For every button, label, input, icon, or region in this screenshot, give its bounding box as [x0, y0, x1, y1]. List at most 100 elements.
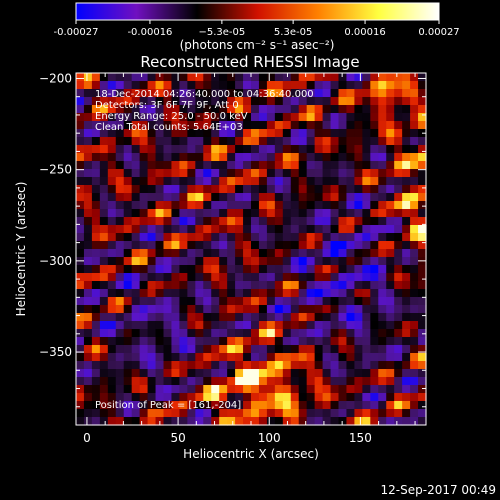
- heatmap-cell: [195, 193, 204, 202]
- heatmap-cell: [91, 305, 101, 314]
- heatmap-cell: [115, 177, 125, 186]
- heatmap-cell: [290, 377, 300, 386]
- heatmap-cell: [155, 297, 165, 306]
- heatmap-cell: [378, 409, 387, 418]
- heatmap-cell: [91, 233, 101, 242]
- heatmap-cell: [219, 265, 228, 274]
- heatmap-cell: [354, 113, 363, 122]
- heatmap-cell: [290, 129, 300, 138]
- heatmap-cell: [266, 97, 276, 106]
- heatmap-cell: [386, 201, 395, 210]
- heatmap-cell: [258, 385, 268, 394]
- heatmap-cell: [274, 329, 284, 338]
- heatmap-cell: [258, 329, 268, 338]
- heatmap-cell: [410, 281, 419, 290]
- heatmap-cell: [76, 369, 85, 378]
- heatmap-cell: [362, 241, 371, 250]
- heatmap-cell: [338, 153, 348, 162]
- heatmap-cell: [330, 385, 340, 394]
- heatmap-cell: [322, 97, 332, 106]
- heatmap-cell: [235, 273, 244, 282]
- heatmap-cell: [378, 273, 387, 282]
- heatmap-cell: [171, 417, 180, 426]
- heatmap-cell: [370, 145, 379, 154]
- heatmap-cell: [410, 193, 419, 202]
- heatmap-cell: [123, 137, 133, 146]
- heatmap-cell: [410, 273, 419, 282]
- y-axis-label: Heliocentric Y (arcsec): [14, 182, 28, 317]
- heatmap-cell: [235, 105, 244, 114]
- heatmap-cell: [338, 289, 348, 298]
- heatmap-cell: [338, 73, 348, 82]
- heatmap-cell: [99, 129, 109, 138]
- heatmap-cell: [410, 105, 419, 114]
- heatmap-cell: [346, 209, 355, 218]
- heatmap-cell: [123, 265, 133, 274]
- heatmap-cell: [227, 337, 236, 346]
- heatmap-cell: [187, 225, 196, 234]
- heatmap-cell: [76, 313, 85, 322]
- heatmap-cell: [131, 353, 141, 362]
- heatmap-cell: [362, 225, 371, 234]
- heatmap-cell: [274, 297, 284, 306]
- heatmap-cell: [330, 265, 340, 274]
- heatmap-cell: [227, 313, 236, 322]
- heatmap-cell: [219, 233, 228, 242]
- heatmap-cell: [83, 73, 93, 82]
- heatmap-cell: [227, 177, 236, 186]
- heatmap-cell: [107, 409, 117, 418]
- heatmap-cell: [155, 265, 165, 274]
- heatmap-cell: [243, 417, 252, 426]
- heatmap-cell: [83, 369, 93, 378]
- heatmap-cell: [338, 249, 348, 258]
- heatmap-cell: [99, 305, 109, 314]
- heatmap-cell: [107, 281, 117, 290]
- colorbar-tick-label: -0.00016: [127, 27, 172, 38]
- heatmap-cell: [354, 153, 363, 162]
- heatmap-cell: [298, 321, 308, 330]
- heatmap-cell: [394, 217, 403, 226]
- heatmap-cell: [322, 209, 332, 218]
- heatmap-cell: [91, 321, 101, 330]
- heatmap-cell: [179, 105, 188, 114]
- heatmap-cell: [219, 73, 228, 82]
- heatmap-cell: [76, 161, 85, 170]
- heatmap-cell: [139, 305, 149, 314]
- heatmap-cell: [274, 321, 284, 330]
- heatmap-cell: [235, 353, 244, 362]
- heatmap-cell: [258, 297, 268, 306]
- heatmap-cell: [322, 153, 332, 162]
- heatmap-cell: [298, 121, 308, 130]
- heatmap-cell: [314, 313, 324, 322]
- heatmap-cell: [338, 393, 348, 402]
- heatmap-cell: [243, 153, 252, 162]
- heatmap-cell: [338, 241, 348, 250]
- heatmap-cell: [362, 169, 371, 178]
- colorbar-tick-label: 0.00027: [418, 27, 459, 38]
- heatmap-cell: [195, 217, 204, 226]
- heatmap-cell: [123, 145, 133, 154]
- heatmap-cell: [386, 313, 395, 322]
- heatmap-cell: [402, 353, 411, 362]
- heatmap-cell: [147, 353, 157, 362]
- heatmap-cell: [251, 385, 260, 394]
- heatmap-cell: [179, 73, 188, 82]
- heatmap-cell: [418, 81, 427, 90]
- heatmap-cell: [163, 153, 173, 162]
- heatmap-cell: [171, 305, 180, 314]
- heatmap-cell: [115, 313, 125, 322]
- heatmap-cell: [370, 257, 379, 266]
- heatmap-cell: [251, 417, 260, 426]
- heatmap-cell: [338, 281, 348, 290]
- heatmap-cell: [290, 369, 300, 378]
- heatmap-cell: [115, 401, 125, 410]
- heatmap-cell: [258, 353, 268, 362]
- heatmap-cell: [195, 225, 204, 234]
- heatmap-cell: [163, 337, 173, 346]
- heatmap-cell: [147, 161, 157, 170]
- heatmap-cell: [251, 81, 260, 90]
- heatmap-cell: [227, 305, 236, 314]
- heatmap-cell: [298, 209, 308, 218]
- heatmap-cell: [115, 249, 125, 258]
- heatmap-cell: [187, 393, 196, 402]
